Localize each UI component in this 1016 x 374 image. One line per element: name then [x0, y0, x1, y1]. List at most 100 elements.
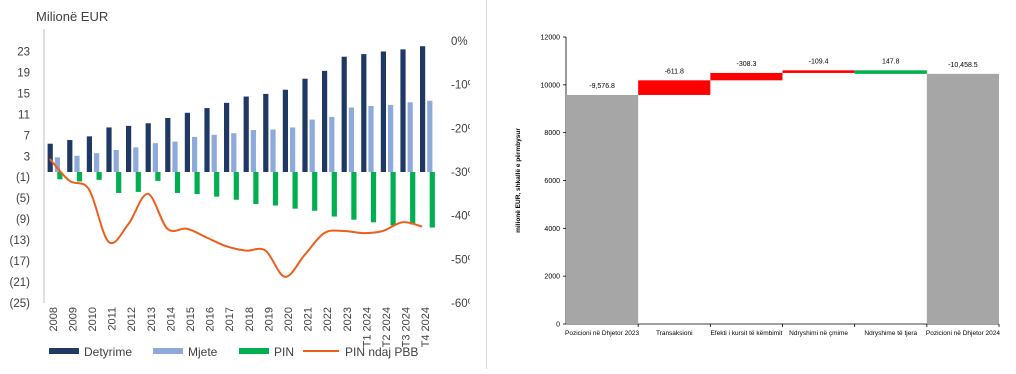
bar-pin	[410, 172, 416, 225]
x-tick-label: T2 2024	[381, 307, 393, 347]
bar-pin	[429, 172, 435, 228]
legend-swatch	[153, 348, 183, 354]
y-axis-title: milionë EUR, shkallë e përmbysur	[515, 128, 522, 233]
x-tick-label: 2020	[283, 307, 295, 331]
x-tick-label: 2008	[48, 307, 60, 331]
y-tick-label: 3	[24, 151, 30, 163]
bar-pin	[174, 172, 181, 193]
bar-pin	[233, 172, 239, 200]
bar-mjete	[211, 134, 217, 172]
bar-detyrime	[184, 112, 190, 172]
waterfall-bar	[566, 94, 639, 324]
y-tick-label: 10000	[541, 82, 561, 89]
x-tick-label: T1 2024	[361, 307, 373, 347]
x-tick-label: 2021	[303, 307, 315, 331]
x-tick-label: Pozicioni në Dhjetor 2023	[565, 330, 639, 337]
bar-pin	[292, 172, 298, 209]
bar-detyrime	[322, 70, 328, 172]
bar-mjete	[309, 119, 315, 172]
bar-mjete	[270, 129, 276, 172]
data-label: -9,576.8	[589, 83, 615, 90]
legend-swatch	[239, 348, 269, 354]
bar-mjete	[54, 157, 60, 172]
x-tick-label: 2013	[146, 307, 158, 331]
data-label: -10,458.5	[948, 62, 978, 69]
bar-detyrime	[47, 143, 53, 172]
y2-tick-label: -60%	[451, 298, 470, 310]
x-tick-label: 2022	[322, 307, 334, 331]
waterfall-bar	[710, 72, 783, 81]
bar-pin	[135, 172, 141, 192]
bar-detyrime	[106, 127, 112, 172]
legend-label: Detyrime	[84, 345, 132, 359]
y-tick-label: 0	[556, 322, 560, 329]
bar-pin	[76, 172, 83, 182]
x-tick-label: 2010	[87, 307, 99, 331]
x-tick-label: 2023	[342, 307, 354, 331]
bar-detyrime	[204, 108, 210, 172]
bar-detyrime	[263, 93, 269, 172]
bar-detyrime	[420, 46, 426, 172]
waterfall-bar	[782, 70, 855, 73]
x-tick-label: 2018	[244, 307, 256, 331]
legend-label: PIN ndaj PBB	[345, 345, 418, 359]
x-tick-label: 2012	[126, 307, 138, 331]
bar-pin	[116, 172, 122, 193]
waterfall-bar	[854, 70, 927, 74]
y2-tick-label: -50%	[451, 254, 470, 266]
bar-pin	[96, 172, 102, 180]
bar-detyrime	[302, 78, 308, 172]
bar-mjete	[407, 102, 413, 172]
y-tick-label: (17)	[10, 256, 31, 268]
panel-divider	[486, 0, 487, 369]
net-position-chart: Milionë EUR 23 19 15 11 7 3 (1) (5) (9) (13) (17) (2…	[0, 0, 478, 369]
x-tick-label: Efekti i kursit të këmbimit	[710, 330, 782, 337]
bar-pin	[390, 172, 396, 226]
bar-pin	[351, 172, 357, 220]
bar-detyrime	[67, 140, 73, 172]
data-label: -308.3	[736, 61, 756, 68]
y-tick-label: 7	[24, 130, 30, 142]
y-tick-label: 6000	[544, 178, 560, 185]
bar-pin	[331, 172, 337, 217]
bar-detyrime	[361, 54, 367, 172]
x-tick-label: Transaksioni	[656, 330, 693, 337]
y-tick-label: (25)	[10, 298, 31, 310]
data-label: 147.8	[882, 58, 900, 65]
x-tick-label: Ndryshime të tjera	[864, 330, 917, 337]
y2-tick-label: 0%	[451, 36, 468, 48]
legend-label: Mjete	[188, 345, 218, 359]
bar-mjete	[231, 133, 237, 172]
bar-detyrime	[165, 118, 171, 172]
bar-mjete	[172, 141, 178, 172]
bar-mjete	[290, 127, 296, 172]
waterfall-chart: 0 2000 4000 6000 8000 10000 12000 milionë EUR, …	[498, 0, 1016, 369]
y-tick-label: (9)	[16, 214, 30, 226]
bar-detyrime	[282, 89, 288, 172]
x-tick-label: 2009	[67, 307, 79, 331]
x-tick-label: 2014	[165, 307, 177, 331]
bar-mjete	[388, 104, 394, 172]
bar-detyrime	[400, 49, 406, 172]
x-tick-label: Pozicioni në Dhjetor 2024	[926, 330, 1000, 337]
bar-detyrime	[224, 102, 230, 172]
x-tick-label: 2011	[107, 307, 119, 331]
bar-detyrime	[126, 125, 132, 172]
net-position-chart-svg: Milionë EUR 23 19 15 11 7 3 (1) (5) (9) (13) (17) (2…	[10, 9, 478, 359]
bar-pin	[312, 172, 318, 211]
y-tick-label: 23	[17, 46, 30, 58]
bar-detyrime	[341, 56, 347, 172]
y2-tick-label: -20%	[451, 123, 470, 135]
legend-label: PIN	[274, 345, 294, 359]
x-tick-label: T4 2024	[420, 307, 432, 347]
y2-tick-label: -10%	[451, 80, 470, 92]
waterfall-bar	[926, 73, 999, 324]
bar-mjete	[94, 153, 100, 172]
bar-mjete	[152, 143, 158, 172]
y-axis-title: Milionë EUR	[36, 9, 108, 24]
series-line-pin-ndaj-pbb	[49, 158, 423, 278]
waterfall-chart-svg: 0 2000 4000 6000 8000 10000 12000 milionë EUR, …	[515, 35, 1000, 338]
bar-pin	[194, 172, 200, 195]
x-tick-label: 2017	[224, 307, 236, 331]
bar-mjete	[427, 100, 433, 172]
